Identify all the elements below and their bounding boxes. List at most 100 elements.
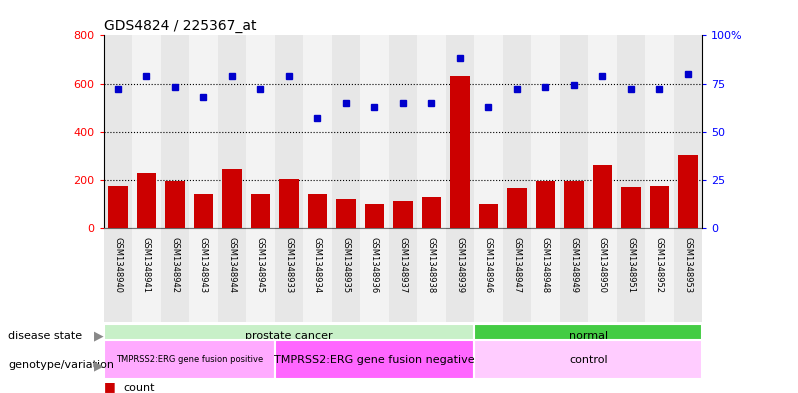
Bar (474, 340, 702, 379)
Text: ▶: ▶ (94, 329, 104, 343)
Bar (108, 186, 128, 228)
Bar (360, 228, 389, 322)
Text: prostate cancer: prostate cancer (245, 331, 333, 341)
Bar (450, 76, 470, 228)
Bar (104, 324, 474, 348)
Bar (559, 228, 588, 322)
Text: GSM1348950: GSM1348950 (598, 237, 607, 293)
Bar (678, 154, 698, 228)
Text: GSM1348943: GSM1348943 (199, 237, 208, 294)
Bar (104, 35, 132, 228)
Text: GSM1348953: GSM1348953 (684, 237, 693, 294)
Bar (275, 228, 303, 322)
Bar (531, 35, 559, 228)
Text: GSM1348935: GSM1348935 (342, 237, 350, 294)
Text: normal: normal (569, 331, 608, 341)
Text: GSM1348944: GSM1348944 (227, 237, 236, 293)
Text: GDS4824 / 225367_at: GDS4824 / 225367_at (104, 19, 256, 33)
Text: GSM1348940: GSM1348940 (113, 237, 122, 293)
Bar (132, 35, 160, 228)
Bar (421, 196, 441, 228)
Bar (617, 35, 646, 228)
Text: GSM1348949: GSM1348949 (570, 237, 579, 293)
Bar (307, 194, 327, 228)
Bar (251, 194, 271, 228)
Bar (393, 202, 413, 228)
Bar (503, 35, 531, 228)
Bar (389, 35, 417, 228)
Text: ▶: ▶ (94, 359, 104, 372)
Bar (247, 35, 275, 228)
Text: GSM1348936: GSM1348936 (370, 237, 379, 294)
Text: GSM1348945: GSM1348945 (256, 237, 265, 293)
Text: GSM1348937: GSM1348937 (398, 237, 408, 294)
Bar (650, 186, 670, 228)
Text: GSM1348946: GSM1348946 (484, 237, 493, 294)
Text: TMPRSS2:ERG gene fusion positive: TMPRSS2:ERG gene fusion positive (116, 355, 263, 364)
Bar (503, 228, 531, 322)
Bar (646, 228, 674, 322)
Text: count: count (124, 383, 155, 393)
Bar (218, 228, 247, 322)
Bar (332, 35, 360, 228)
Bar (417, 228, 446, 322)
Bar (136, 173, 156, 228)
Text: GSM1348941: GSM1348941 (142, 237, 151, 293)
Bar (303, 35, 332, 228)
Bar (592, 165, 612, 228)
Bar (160, 228, 189, 322)
Bar (646, 35, 674, 228)
Text: GSM1348942: GSM1348942 (171, 237, 180, 293)
Text: GSM1348948: GSM1348948 (541, 237, 550, 294)
Bar (132, 228, 160, 322)
Bar (479, 204, 499, 228)
Bar (389, 228, 417, 322)
Bar (559, 35, 588, 228)
Bar (332, 228, 360, 322)
Text: GSM1348939: GSM1348939 (456, 237, 464, 294)
Text: GSM1348933: GSM1348933 (285, 237, 294, 294)
Text: GSM1348952: GSM1348952 (655, 237, 664, 293)
Bar (193, 194, 213, 228)
Bar (507, 188, 527, 228)
Bar (365, 204, 385, 228)
Bar (189, 35, 218, 228)
Bar (160, 35, 189, 228)
Text: GSM1348934: GSM1348934 (313, 237, 322, 294)
Bar (247, 228, 275, 322)
Bar (446, 228, 474, 322)
Bar (564, 181, 584, 228)
Text: GSM1348947: GSM1348947 (512, 237, 521, 294)
Bar (474, 324, 702, 348)
Bar (303, 228, 332, 322)
Bar (474, 228, 503, 322)
Text: GSM1348951: GSM1348951 (626, 237, 635, 293)
Bar (275, 35, 303, 228)
Text: GSM1348938: GSM1348938 (427, 237, 436, 294)
Bar (104, 340, 275, 379)
Text: genotype/variation: genotype/variation (8, 360, 114, 371)
Bar (531, 228, 559, 322)
Bar (104, 228, 132, 322)
Bar (621, 187, 641, 228)
Bar (360, 35, 389, 228)
Bar (535, 181, 555, 228)
Bar (165, 181, 185, 228)
Bar (279, 178, 299, 228)
Bar (674, 35, 702, 228)
Bar (588, 228, 617, 322)
Bar (674, 228, 702, 322)
Bar (336, 199, 356, 228)
Bar (222, 169, 242, 228)
Bar (275, 340, 474, 379)
Text: TMPRSS2:ERG gene fusion negative: TMPRSS2:ERG gene fusion negative (275, 354, 475, 365)
Bar (218, 35, 247, 228)
Text: control: control (569, 354, 607, 365)
Bar (417, 35, 446, 228)
Bar (588, 35, 617, 228)
Bar (189, 228, 218, 322)
Bar (474, 35, 503, 228)
Bar (446, 35, 474, 228)
Text: ■: ■ (104, 380, 116, 393)
Text: disease state: disease state (8, 331, 82, 341)
